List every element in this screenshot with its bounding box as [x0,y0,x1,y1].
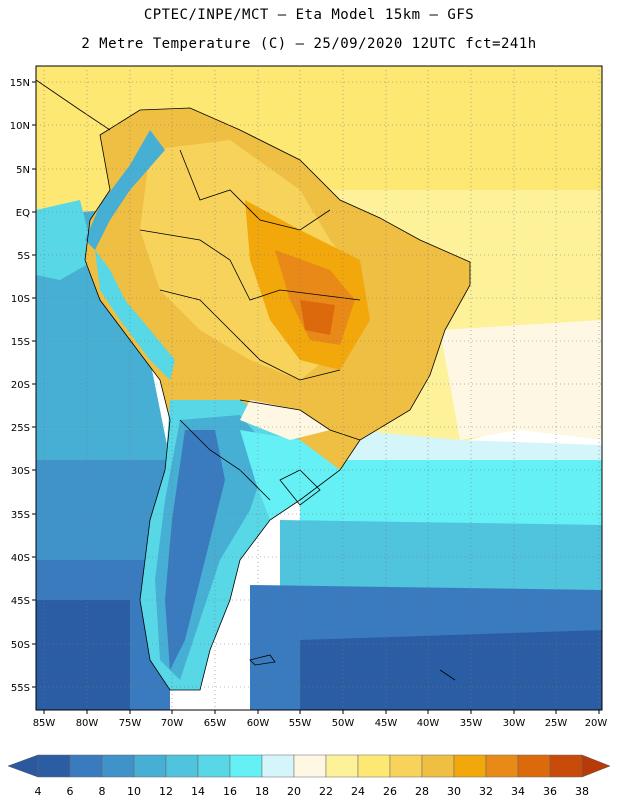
lat-label: 50S [11,640,30,651]
lat-label: 55S [11,683,30,694]
colorbar-label: 28 [415,785,429,798]
colorbar-swatch [101,754,135,778]
lat-label: 15S [11,337,30,348]
colorbar-swatch [229,754,263,778]
lat-label: 35S [11,510,30,521]
lon-label: 70W [161,718,184,729]
colorbar-swatch [421,754,455,778]
lat-label: 10S [11,294,30,305]
lat-label: EQ [16,208,30,219]
colorbar: 4 6 8 10 12 14 16 18 20 22 24 26 28 30 32 34 36 38 [7,754,611,798]
colorbar-swatch [197,754,231,778]
colorbar-label: 4 [35,785,42,798]
lon-label: 80W [76,718,99,729]
longitude-axis: 85W 80W 75W 70W 65W 60W 55W 50W 45W 40W … [33,710,608,729]
lon-label: 45W [375,718,398,729]
lon-label: 85W [33,718,56,729]
lat-label: 5N [16,165,30,176]
colorbar-swatch [389,754,423,778]
colorbar-label: 16 [223,785,237,798]
lon-label: 55W [289,718,312,729]
lon-label: 20W [585,718,608,729]
colorbar-label: 30 [447,785,461,798]
colorbar-high-arrow [581,754,611,778]
colorbar-swatch [357,754,391,778]
colorbar-label: 12 [159,785,173,798]
lat-label: 30S [11,466,30,477]
lon-label: 35W [460,718,483,729]
colorbar-label: 36 [543,785,557,798]
colorbar-label: 20 [287,785,301,798]
colorbar-label: 6 [67,785,74,798]
graticule [36,66,602,710]
latitude-axis: 15N 10N 5N EQ 5S 10S 15S 20S 25S 30S 35S… [10,78,36,694]
map-frame [35,65,603,711]
lat-label: 40S [11,553,30,564]
lat-label: 15N [10,78,30,89]
coastline-borders [36,79,471,691]
colorbar-swatch [517,754,551,778]
colorbar-swatch [69,754,103,778]
colorbar-swatch [37,754,71,778]
colorbar-label: 10 [127,785,141,798]
lon-label: 50W [332,718,355,729]
colorbar-low-arrow [7,754,39,778]
colorbar-label: 26 [383,785,397,798]
colorbar-swatch [165,754,199,778]
colorbar-label: 34 [511,785,525,798]
colorbar-swatch [261,754,295,778]
lon-label: 60W [247,718,270,729]
colorbar-swatch [133,754,167,778]
colorbar-label: 24 [351,785,365,798]
chart-subtitle: 2 Metre Temperature (C) – 25/09/2020 12U… [81,36,537,52]
lat-label: 25S [11,423,30,434]
lon-label: 75W [119,718,142,729]
colorbar-label: 22 [319,785,333,798]
colorbar-label: 32 [479,785,493,798]
lon-label: 25W [545,718,568,729]
lon-label: 30W [503,718,526,729]
colorbar-swatch [293,754,327,778]
lat-label: 45S [11,596,30,607]
lat-label: 10N [10,121,30,132]
colorbar-swatch [549,754,583,778]
colorbar-swatch [453,754,487,778]
lon-label: 65W [204,718,227,729]
colorbar-label: 8 [99,785,106,798]
colorbar-swatch [325,754,359,778]
lon-label: 40W [417,718,440,729]
lat-label: 5S [17,251,30,262]
colorbar-swatch [485,754,519,778]
colorbar-label: 14 [191,785,205,798]
colorbar-label: 18 [255,785,269,798]
colorbar-label: 38 [575,785,589,798]
chart-title: CPTEC/INPE/MCT – Eta Model 15km – GFS [143,7,475,23]
lat-label: 20S [11,380,30,391]
